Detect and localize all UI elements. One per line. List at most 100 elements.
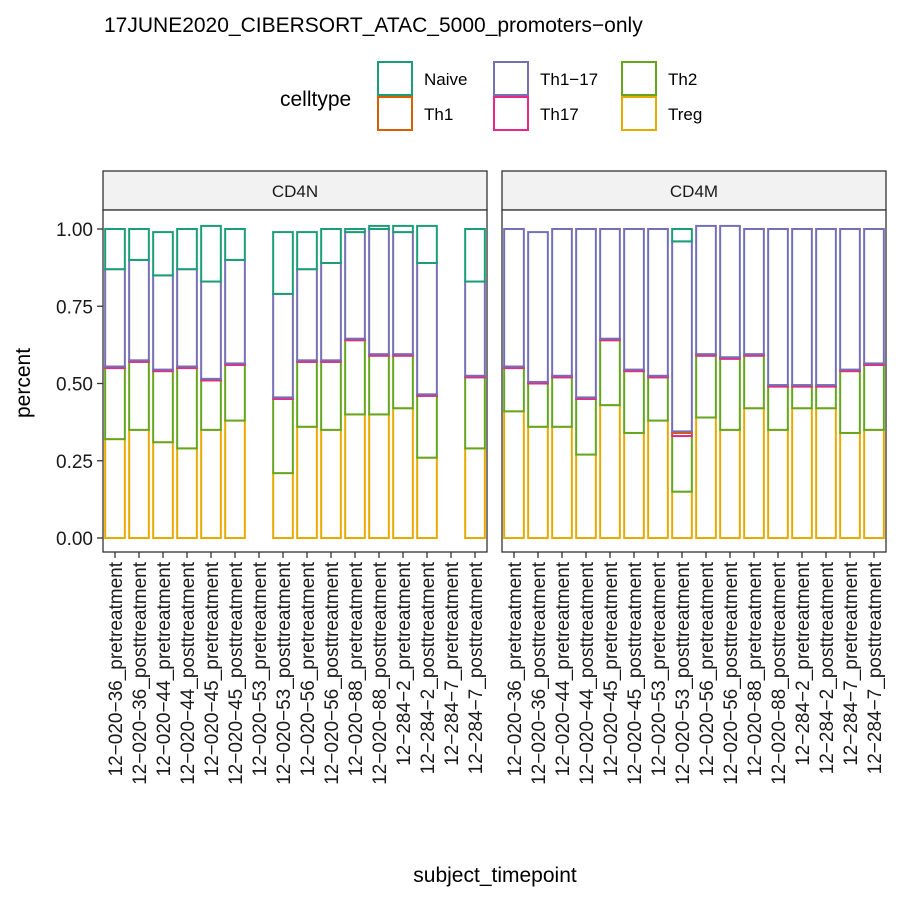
bar-segment: [839, 228, 861, 371]
chart-title: 17JUNE2020_CIBERSORT_ATAC_5000_promoters…: [104, 14, 643, 37]
x-tick-label: 12−284−7_pretreatment: [442, 561, 463, 766]
legend-label: Th17: [540, 105, 579, 124]
bar-segment: [575, 397, 597, 456]
bar-segment: [464, 376, 486, 450]
bar-segment: [344, 231, 366, 340]
bar-segment: [320, 428, 342, 540]
legend-entry: Th17: [493, 96, 579, 131]
legend-entry: Th2: [621, 61, 697, 96]
bar-segment: [815, 385, 837, 410]
x-tick-label: 12−020−56_posttreatment: [721, 561, 742, 785]
bar-segment: [863, 228, 885, 365]
bar-segment: [575, 228, 597, 399]
bar-segment: [839, 370, 861, 434]
bar-segment: [503, 228, 525, 368]
bar-segment: [200, 280, 222, 380]
bar-segment: [344, 228, 366, 234]
bar-segment: [368, 413, 390, 539]
bar-segment: [392, 231, 414, 356]
x-tick-label: 12−284−2_pretreatment: [793, 561, 814, 766]
bar-segment: [623, 228, 645, 371]
x-tick-label: 12−020−45_posttreatment: [625, 561, 646, 785]
bar-segment: [551, 425, 573, 540]
x-tick-label: 12−020−56_pretreatment: [298, 561, 319, 776]
y-axis-label: percent: [12, 348, 35, 418]
bar-segment: [104, 228, 126, 271]
bar-segment: [392, 354, 414, 410]
bar-segment: [200, 224, 222, 283]
bar-segment: [296, 425, 318, 540]
bar-segment: [503, 367, 525, 413]
x-tick-label: 12−020−53_pretreatment: [250, 561, 271, 776]
bar-segment: [392, 224, 414, 234]
bar-segment: [152, 231, 174, 277]
x-tick-label: 12−020−53_pretreatment: [649, 561, 670, 776]
x-tick-label: 12−020−45_pretreatment: [202, 561, 223, 776]
panel-cd4n: CD4N 12−020−36_pretreatment 12−020−36_post…: [56, 170, 488, 785]
bar-segment: [839, 431, 861, 539]
bar-segment: [464, 280, 486, 377]
legend-label: Th1: [424, 105, 453, 124]
bar-segment: [272, 231, 294, 295]
x-tick-label: 12−020−44_posttreatment: [577, 561, 598, 785]
x-tick-label: 12−020−53_posttreatment: [274, 561, 295, 785]
bar-segment: [863, 363, 885, 431]
bar-segment: [695, 416, 717, 539]
bar-segment: [791, 407, 813, 539]
bar-segment: [152, 370, 174, 444]
x-tick-label: 12−284−2_posttreatment: [817, 561, 838, 774]
bar-segment: [623, 431, 645, 539]
bar-segment: [671, 435, 693, 493]
bar-segment: [320, 228, 342, 264]
bar-segment: [719, 224, 741, 359]
facet-strip: [501, 170, 887, 211]
plot-area: CD4N 12−020−36_pretreatment 12−020−36_post…: [56, 170, 887, 785]
bar-segment: [647, 419, 669, 539]
bar-segment: [272, 472, 294, 539]
bar-segment: [647, 228, 669, 377]
bar-segment: [815, 407, 837, 539]
bar-segment: [224, 363, 246, 422]
x-tick-label: 12−020−36_posttreatment: [130, 561, 151, 785]
y-tick-label: 0.25: [56, 452, 93, 473]
bar-segment: [599, 404, 621, 539]
x-tick-label: 12−284−7_posttreatment: [466, 561, 487, 774]
bar-segment: [344, 339, 366, 416]
bar-segment: [392, 407, 414, 539]
bar-segment: [623, 370, 645, 434]
bar-segment: [791, 385, 813, 410]
bar-segment: [767, 228, 789, 387]
bar-segment: [767, 385, 789, 431]
bar-segment: [575, 453, 597, 540]
facet-strip-label: CD4N: [272, 182, 318, 201]
bar-segment: [176, 367, 198, 450]
bar-segment: [551, 376, 573, 428]
bar-segment: [719, 428, 741, 540]
bar-segment: [128, 360, 150, 431]
legend-entry: Naive: [377, 61, 467, 96]
x-tick-label: 12−284−2_pretreatment: [394, 561, 415, 766]
bar-segment: [743, 228, 765, 356]
bar-segment: [272, 292, 294, 399]
facet-strip: [102, 170, 488, 211]
bar-segment: [551, 228, 573, 377]
bar-segment: [527, 425, 549, 540]
bar-segment: [416, 261, 438, 396]
x-tick-label: 12−020−88_posttreatment: [370, 561, 391, 785]
bar-segment: [224, 258, 246, 365]
bar-segment: [344, 413, 366, 539]
bar-segment: [695, 224, 717, 356]
bar-segment: [176, 447, 198, 540]
x-tick-label: 12−020−88_pretreatment: [745, 561, 766, 776]
x-tick-label: 12−020−44_pretreatment: [553, 561, 574, 776]
legend: celltype Naive Th1 Th1−17 Th17 Th2 Treg: [280, 61, 702, 131]
bar-segment: [152, 274, 174, 371]
bar-segment: [128, 428, 150, 540]
x-tick-label: 12−020−36_pretreatment: [505, 561, 526, 776]
bar-segment: [368, 354, 390, 416]
bar-segment: [368, 228, 390, 356]
legend-key: [377, 96, 413, 131]
y-tick-label: 1.00: [56, 220, 93, 241]
bar-segment: [104, 367, 126, 441]
